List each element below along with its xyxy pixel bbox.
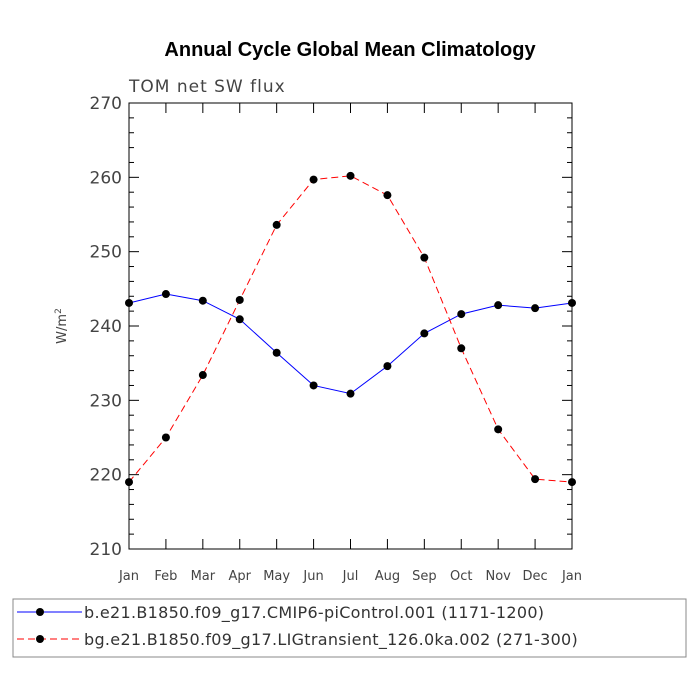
series-2-point — [531, 475, 540, 484]
y-tick-label: 220 — [90, 466, 122, 486]
chart-title: Annual Cycle Global Mean Climatology — [164, 39, 536, 61]
series-2-point — [272, 220, 281, 229]
series-1-point — [494, 301, 503, 310]
legend: b.e21.B1850.f09_g17.CMIP6-piControl.001 … — [12, 598, 687, 658]
series-2-point — [346, 171, 355, 180]
series-2-point — [383, 191, 392, 200]
x-tick-label: Jul — [342, 569, 359, 584]
y-axis-label-superscript: 2 — [54, 308, 64, 314]
y-axis: 210 220 230 240 250 260 270 — [90, 94, 572, 560]
x-tick-label: Feb — [154, 569, 177, 584]
legend-marker-2 — [36, 635, 44, 643]
series-1-point — [309, 381, 318, 390]
series-1-point — [346, 389, 355, 398]
x-tick-label: Jun — [302, 569, 323, 584]
x-tick-label: Mar — [191, 569, 216, 584]
series-line-1 — [128, 293, 573, 395]
y-axis-label-base: W/m — [55, 314, 70, 344]
y-tick-label: 230 — [90, 391, 122, 411]
plot-frame — [128, 102, 573, 550]
series-2-point — [494, 425, 503, 434]
series-2-point — [309, 175, 318, 184]
x-tick-label: Aug — [375, 569, 400, 584]
y-axis-label: W/m2 — [54, 308, 70, 344]
series-1-point — [235, 315, 244, 324]
series-1-point — [383, 362, 392, 371]
series-line-2 — [128, 175, 573, 483]
series-2-point — [235, 295, 244, 304]
x-axis: Jan Feb Mar Apr May Jun Jul Aug Sep Oct Nov Dec Jan — [118, 103, 582, 584]
series-1-point — [198, 296, 207, 305]
series-2-point — [198, 371, 207, 380]
series-1-point — [161, 290, 170, 299]
x-tick-label: Apr — [229, 569, 252, 584]
series-1-point — [531, 304, 540, 313]
x-tick-label: Dec — [523, 569, 548, 584]
x-tick-label: May — [263, 569, 290, 584]
y-tick-label: 210 — [90, 540, 122, 560]
series-2-point — [420, 253, 429, 262]
chart-subtitle: TOM net SW flux — [128, 77, 286, 97]
legend-marker-1 — [36, 608, 44, 616]
series-2-point — [457, 344, 466, 353]
legend-label-1: b.e21.B1850.f09_g17.CMIP6-piControl.001 … — [84, 603, 544, 623]
series-2-point — [161, 433, 170, 442]
legend-box — [12, 598, 687, 658]
y-tick-label: 270 — [90, 94, 122, 114]
legend-label-2: bg.e21.B1850.f09_g17.LIGtransient_126.0k… — [84, 630, 578, 650]
y-tick-label: 250 — [90, 243, 122, 263]
x-tick-label: Oct — [450, 569, 472, 584]
x-tick-label: Jan — [118, 569, 139, 584]
y-tick-label: 260 — [90, 168, 122, 188]
series-1-point — [457, 310, 466, 319]
x-tick-label: Nov — [485, 569, 511, 584]
plot-area — [125, 171, 576, 487]
series-1-point — [420, 329, 429, 338]
x-tick-label: Sep — [412, 569, 437, 584]
series-1-point — [272, 348, 281, 357]
x-tick-label: Jan — [561, 569, 582, 584]
y-tick-label: 240 — [90, 317, 122, 337]
